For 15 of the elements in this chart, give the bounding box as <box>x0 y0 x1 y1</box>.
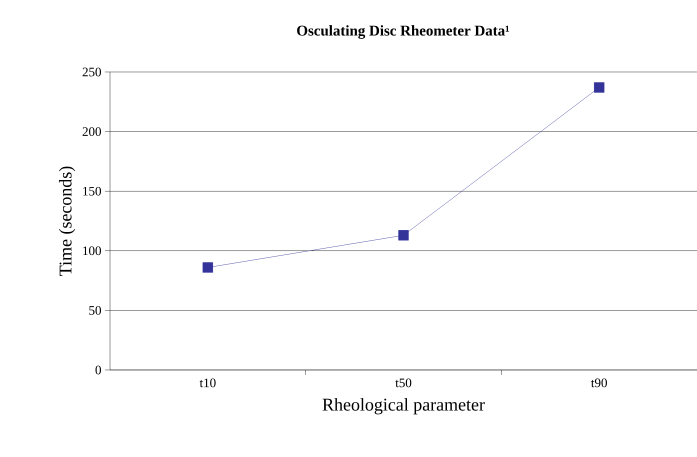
point <box>594 82 604 93</box>
x-tick-label: t10 <box>200 378 216 388</box>
y-tick-label: 250 <box>82 68 101 76</box>
y-tick-label: 100 <box>83 246 101 256</box>
y-tick-label: 200 <box>82 127 101 136</box>
y-axis-title: Time (seconds) <box>58 166 76 276</box>
chart-title: Osculating Disc Rheometer Data¹ <box>297 25 510 39</box>
point <box>202 262 214 273</box>
x-axis-title: Rheological parameter <box>322 398 485 414</box>
y-tick-label: 50 <box>89 306 101 315</box>
point <box>398 230 409 240</box>
x-tick-label: t90 <box>591 378 607 388</box>
y-tick-label: 150 <box>83 186 101 196</box>
y-tick-label: 0 <box>96 366 101 374</box>
x-tick-label: t50 <box>395 378 412 388</box>
